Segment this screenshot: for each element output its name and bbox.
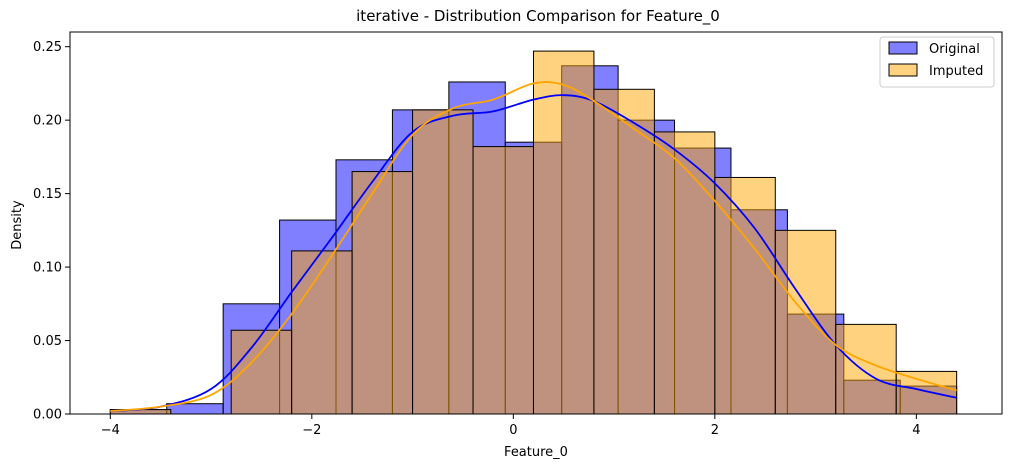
x-tick-label: 2 xyxy=(711,423,719,438)
bar-imputed-11 xyxy=(774,229,837,415)
plot-frame xyxy=(69,31,1003,415)
kde-line-imputed xyxy=(110,81,957,412)
bar-imputed-7 xyxy=(532,50,595,415)
bar-imputed-13 xyxy=(895,370,958,415)
kde-layer xyxy=(110,81,957,412)
bar-imputed-2 xyxy=(230,329,293,415)
x-tick-label: 0 xyxy=(509,423,517,438)
x-axis-title: Feature_0 xyxy=(504,445,568,460)
y-tick-label: 0.20 xyxy=(33,114,62,129)
legend-swatch-imputed xyxy=(888,63,918,77)
y-tick-label: 0.00 xyxy=(33,408,62,423)
bar-imputed-4 xyxy=(351,171,414,415)
legend-label-original: Original xyxy=(929,42,980,57)
y-tick-label: 0.15 xyxy=(33,187,62,202)
x-tick-label: 4 xyxy=(912,423,920,438)
y-tick-label: 0.05 xyxy=(33,334,62,349)
bars-layer xyxy=(109,50,958,415)
y-tick-label: 0.25 xyxy=(33,40,62,55)
bar-imputed-9 xyxy=(653,131,716,415)
bars-imputed xyxy=(109,50,958,415)
legend-swatch-original xyxy=(888,41,918,55)
bar-imputed-6 xyxy=(472,146,534,415)
legend-label-imputed: Imputed xyxy=(929,64,983,79)
bar-imputed-3 xyxy=(291,250,353,415)
bar-imputed-5 xyxy=(412,109,474,415)
legend: Original Imputed xyxy=(879,36,995,88)
axes-layer: −4 −2 0 2 4 0.00 0.05 0.10 0.15 0.20 0.25 xyxy=(33,31,1003,438)
y-axis-title: Density xyxy=(10,200,25,250)
y-tick-label: 0.10 xyxy=(33,261,62,276)
x-tick-label: −4 xyxy=(101,423,120,438)
bar-imputed-10 xyxy=(714,176,776,415)
bar-imputed-8 xyxy=(593,88,655,415)
chart-title: iterative - Distribution Comparison for … xyxy=(356,7,720,26)
x-tick-label: −2 xyxy=(302,423,321,438)
kde-line-original xyxy=(110,94,957,412)
